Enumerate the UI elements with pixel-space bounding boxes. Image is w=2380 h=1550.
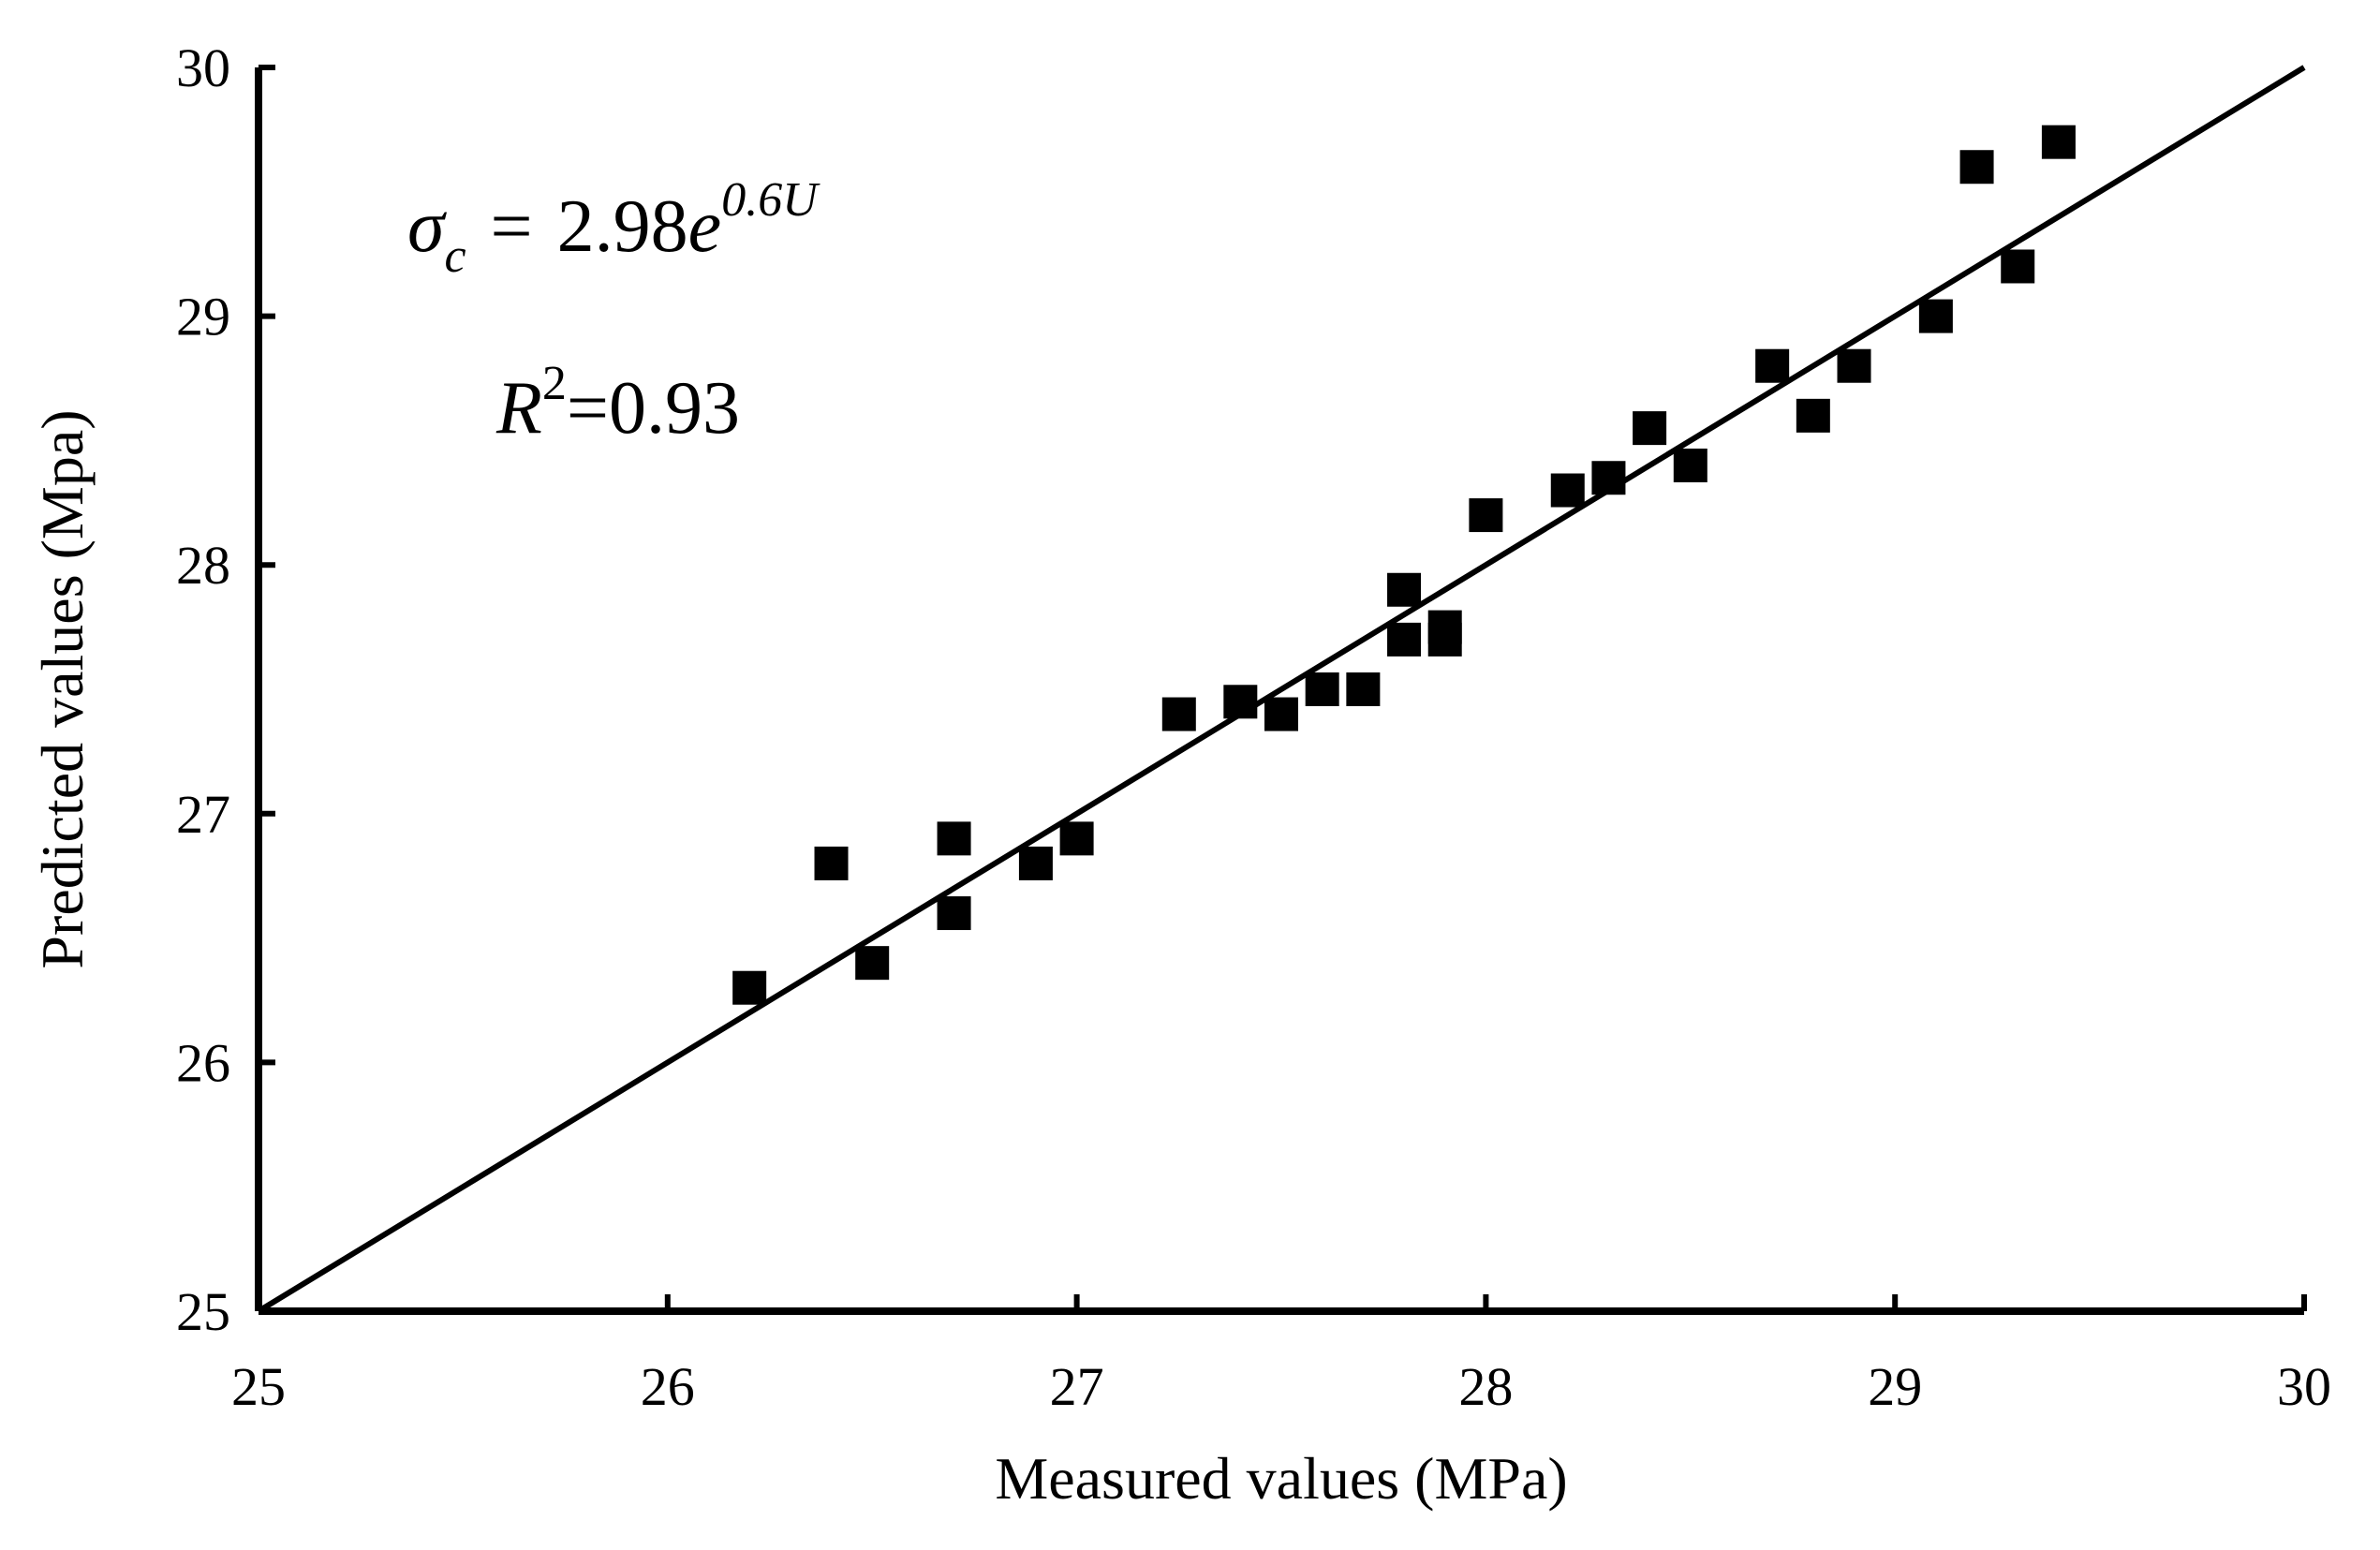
equation-exponent: 0.6U (721, 173, 820, 227)
scatter-point (1550, 473, 1585, 508)
x-ticks (256, 1294, 2307, 1311)
scatter-point (1387, 622, 1422, 657)
y-tick-label: 25 (176, 1281, 230, 1342)
x-tick-label: 30 (2277, 1356, 2331, 1417)
y-tick-label: 27 (176, 784, 230, 845)
scatter-point (1959, 150, 1994, 185)
scatter-point (1837, 348, 1871, 383)
scatter-point (1918, 299, 1953, 333)
scatter-point (1387, 572, 1422, 607)
x-tick-label: 27 (1050, 1356, 1104, 1417)
x-tick-labels: 25 26 27 28 29 30 (231, 1356, 2331, 1417)
x-axis-title: Measured values (MPa) (995, 1445, 1567, 1512)
r-squared-symbol: R (495, 367, 542, 450)
scatter-point (814, 846, 849, 880)
scatter-point (1346, 672, 1381, 706)
y-tick-label: 30 (176, 37, 230, 98)
scatter-point (937, 821, 971, 856)
scatter-point (937, 896, 971, 931)
scatter-point (1223, 685, 1258, 719)
y-axis-title: Predicted values (Mpa) (29, 409, 96, 968)
scatter-point (855, 946, 890, 981)
equation-sigma: σ (407, 185, 447, 268)
svg-text:σc=2.98e0.6U: σc = 2.98e0.6U (407, 173, 820, 283)
x-tick-label: 26 (641, 1356, 695, 1417)
equation-subscript: c (444, 229, 466, 283)
scatter-point (1059, 821, 1094, 856)
scatter-point (2001, 249, 2035, 284)
scatter-point (1633, 411, 1667, 446)
scatter-point (1796, 398, 1830, 433)
x-tick-label: 25 (231, 1356, 286, 1417)
equation-base: e (688, 185, 722, 268)
scatter-point (732, 970, 767, 1005)
x-tick-label: 28 (1458, 1356, 1513, 1417)
svg-text:R2=0.93: R2=0.93 (495, 357, 740, 450)
scatter-markers (732, 125, 2076, 1005)
scatter-point (2041, 125, 2076, 159)
reference-line (257, 65, 2306, 1314)
r-squared-power: 2 (542, 357, 567, 410)
equation-coefficient: 2.98 (557, 185, 688, 268)
scatter-point (1264, 697, 1298, 731)
scatter-point (1305, 672, 1339, 706)
y-tick-label: 28 (176, 535, 230, 596)
r-squared-value: =0.93 (567, 367, 740, 450)
y-tick-label: 26 (176, 1032, 230, 1093)
equation-annotation: σc = 2.98e0.6U (407, 173, 820, 283)
r-squared-annotation: R2=0.93 (495, 357, 740, 450)
scatter-point (1469, 498, 1503, 533)
scatter-point (1018, 846, 1053, 880)
scatter-point (1673, 448, 1707, 482)
x-tick-label: 29 (1868, 1356, 1922, 1417)
scatter-point (1161, 697, 1196, 731)
scatter-point (1591, 461, 1626, 495)
scatter-point (1755, 348, 1790, 383)
equation-equals: = (491, 185, 533, 268)
scatter-point (1427, 622, 1462, 657)
y-tick-labels: 25 26 27 28 29 30 (176, 37, 230, 1342)
y-tick-label: 29 (176, 287, 230, 347)
